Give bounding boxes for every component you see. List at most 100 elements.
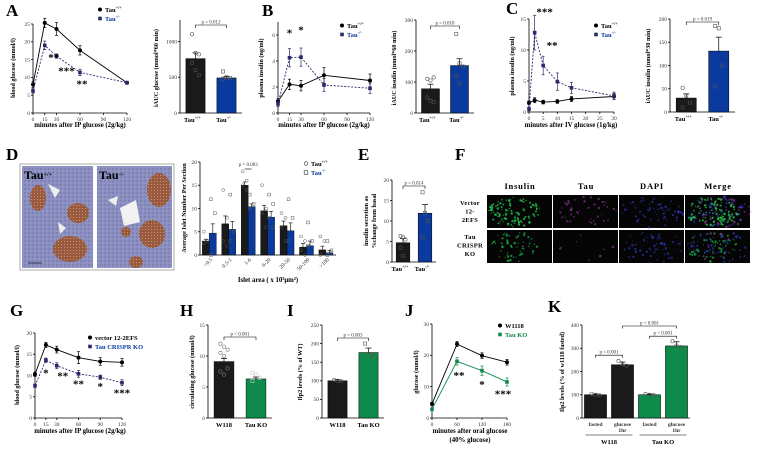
fluorescence-signal (497, 215, 499, 218)
A_bar-data-point (190, 32, 195, 37)
C_line-data-point (569, 86, 574, 90)
fluorescence-signal (497, 212, 499, 214)
D_bar-data-point (240, 183, 245, 187)
fluorescence-signal (693, 245, 695, 248)
chart-A_bar: 0 500 1000 Tau+/+ Tau-/- p = 0.012 (166, 20, 242, 124)
fluorescence-signal (689, 253, 692, 256)
fluorescence-signal (719, 198, 722, 201)
I_bar-bar (327, 380, 348, 419)
K_bar-data-point (620, 362, 625, 367)
fluorescence-signal (719, 243, 722, 246)
D_bar-category-label: <0.5 (203, 257, 214, 268)
fluorescence-signal (492, 211, 495, 213)
legend-label: Tau+/+ (347, 21, 364, 30)
fluorescence-signal (710, 240, 712, 242)
fluorescence-signal (570, 207, 573, 210)
fluorescence-signal (696, 240, 698, 242)
fluorescence-signal (712, 249, 714, 251)
fluorescence-signal (621, 212, 623, 215)
D_bar-data-point (279, 211, 284, 215)
H_bar-pvalue-label: p < 0.001 (230, 333, 250, 338)
K_bar-pvalue-label: p < 0.001 (640, 322, 660, 327)
fluorescence-signal (738, 206, 740, 208)
D_bar-category-label: 50-100 (296, 257, 311, 272)
fluorescence-signal (504, 208, 508, 212)
fluorescence-signal (579, 234, 582, 236)
A_bar-data-point (228, 76, 232, 80)
K_bar-bar (611, 364, 634, 419)
fluorescence-signal (715, 200, 717, 202)
D_bar-bar (267, 217, 275, 256)
fluorescence-signal (708, 211, 711, 214)
I_bar-data-point (363, 341, 367, 346)
fluorescence-signal (716, 223, 720, 227)
fluorescence-signal (502, 214, 504, 216)
fluorescence-signal (743, 255, 745, 258)
H_bar-y-tick-label: 5 (202, 385, 205, 391)
fluorescence-signal (524, 215, 527, 218)
fluorescence-signal (634, 215, 637, 218)
chart-G_line: 0 5 10 15 20 0 15 30 60 90 120 (27, 331, 127, 428)
fluorescence-signal (496, 204, 499, 207)
fluorescence-signal (641, 253, 645, 257)
fluorescence-signal (564, 215, 566, 217)
fluorescence-signal (641, 231, 644, 234)
panel-letter-C: C (506, 0, 518, 18)
J_line-y-tick-label: 30 (424, 322, 430, 328)
K_bar-data-point (616, 359, 621, 364)
D_bar-y-tick-label: 15 (192, 183, 198, 189)
panel-letter-H: H (180, 301, 193, 320)
fluorescence-signal (732, 248, 734, 250)
islet (30, 185, 46, 211)
column-label-merge: Merge (704, 181, 732, 191)
fluorescence-signal (532, 252, 534, 255)
D_bar-data-point (322, 239, 327, 243)
fluorescence-signal (568, 202, 570, 205)
H_bar-y-tick-label: 15 (200, 323, 206, 329)
D_bar-data-point (228, 192, 232, 197)
fluorescence-signal (707, 251, 710, 253)
fluorescence-signal (713, 205, 716, 208)
fluorescence-signal (647, 208, 650, 212)
fluorescence-signal (603, 204, 605, 206)
A_line-data-point (78, 48, 82, 53)
fluorescence-signal (535, 204, 538, 207)
legend-label: Tau-/- (601, 30, 616, 39)
fluorescence-signal (498, 256, 501, 258)
G_line-y-tick-label: 20 (27, 331, 33, 337)
legend-label: vector 12-2EFS (95, 335, 138, 342)
G_line-y-tick-label: 10 (27, 373, 33, 379)
fluorescence-signal (699, 209, 702, 212)
fluorescence-signal (716, 218, 719, 221)
fluorescence-signal (490, 203, 494, 207)
fluorescence-signal (622, 203, 625, 206)
G_line-data-point (54, 347, 59, 352)
fluorescence-signal (670, 200, 672, 203)
x-axis-label: minutes after oral glucose (433, 428, 508, 435)
C_line-data-point (612, 94, 616, 98)
G_line-data-point (33, 372, 37, 377)
fluorescence-signal (732, 223, 735, 225)
fluorescence-signal (519, 199, 522, 202)
fluorescence-signal (675, 216, 678, 219)
D_bar-y-tick-label: 0 (194, 253, 197, 259)
row-label-line: KO (465, 251, 476, 258)
fluorescence-signal (707, 245, 710, 248)
fluorescence-signal (696, 248, 699, 252)
fluorescence-signal (729, 217, 731, 219)
I_bar-y-tick-label: 0 (316, 416, 319, 422)
E_bar-y-tick-label: 5 (386, 239, 389, 245)
fluorescence-signal (527, 215, 530, 218)
fluorescence-signal (512, 196, 514, 198)
fluorescence-signal (690, 205, 693, 207)
D_bar-data-point (232, 230, 236, 234)
fluorescence-signal (710, 241, 712, 243)
A_bar-data-point (196, 73, 201, 78)
fluorescence-signal (738, 219, 742, 222)
legend-label: Tau CRISPR KO (95, 344, 143, 351)
K_bar-group-label: Tau KO (652, 439, 674, 446)
B_bar-pvalue-bracket (430, 25, 460, 29)
x-axis-label: minutes after IP glucose (2g/kg) (34, 428, 126, 435)
legend-label: Tau KO (505, 332, 527, 339)
